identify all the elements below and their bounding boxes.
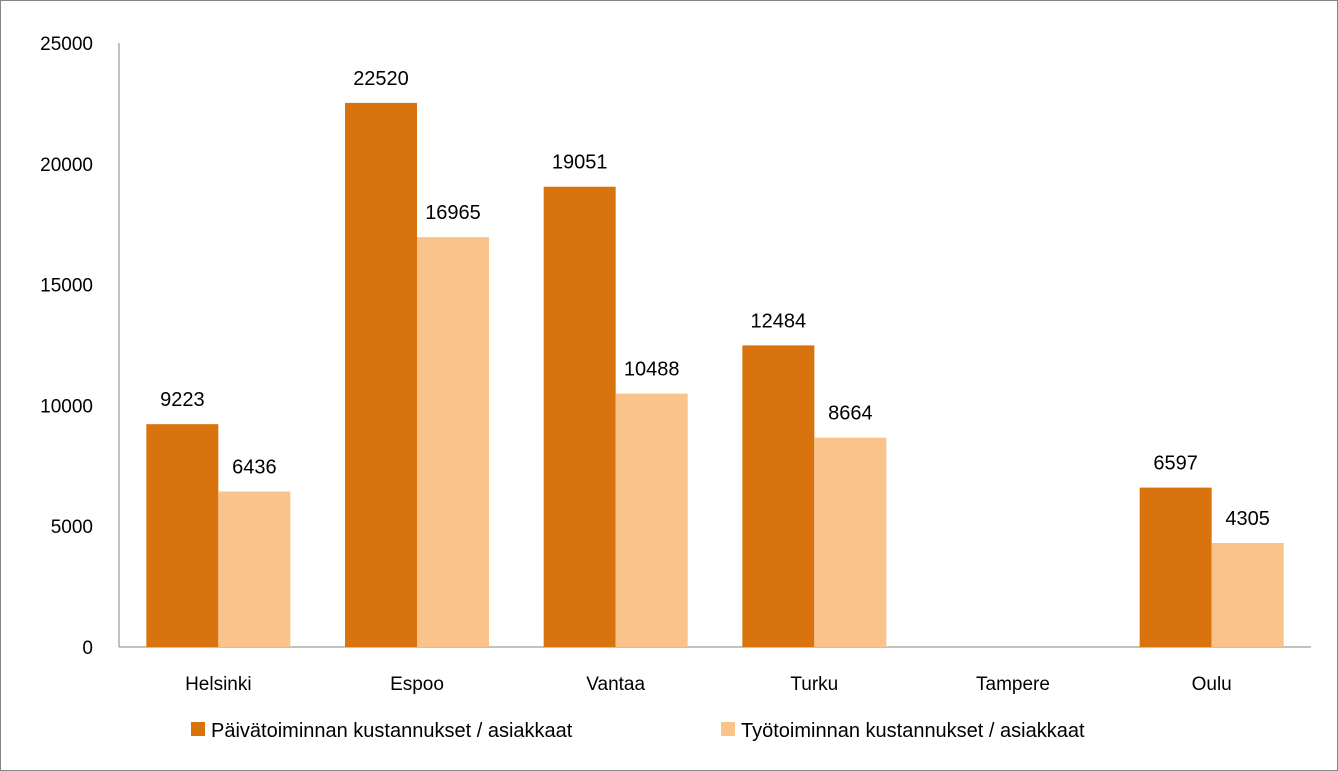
bar	[218, 491, 291, 647]
x-tick-label: Helsinki	[185, 674, 252, 695]
bar	[543, 186, 616, 647]
data-label: 6597	[1153, 453, 1198, 475]
bar	[742, 345, 815, 647]
y-tick-label: 10000	[40, 396, 93, 417]
bar	[146, 424, 219, 647]
y-tick-label: 0	[82, 638, 93, 659]
data-label: 10488	[624, 359, 680, 381]
y-axis: 0 5000 10000 15000 20000 25000	[40, 34, 120, 659]
data-label: 6436	[232, 457, 277, 479]
legend-label: Työtoiminnan kustannukset / asiakkaat	[741, 720, 1085, 742]
y-tick-label: 15000	[40, 276, 93, 297]
x-tick-label: Espoo	[390, 674, 444, 695]
bar	[814, 437, 887, 647]
bar	[615, 393, 688, 647]
x-tick-label: Vantaa	[586, 674, 645, 695]
bars	[146, 102, 1284, 647]
data-label: 22520	[353, 68, 409, 90]
legend-swatch	[721, 722, 735, 736]
bar	[1139, 487, 1212, 647]
bar	[1211, 542, 1284, 647]
bar	[417, 237, 489, 647]
y-tick-label: 5000	[51, 517, 93, 538]
data-label: 16965	[425, 202, 481, 224]
x-tick-label: Tampere	[976, 674, 1050, 695]
x-tick-label: Turku	[790, 674, 838, 695]
data-labels: 9223 6436 22520 16965 19051 10488 12484 8664 659…	[160, 68, 1270, 530]
data-label: 19051	[552, 152, 608, 174]
data-label: 12484	[751, 310, 807, 332]
x-axis: Helsinki Espoo Vantaa Turku Tampere Oulu	[119, 646, 1311, 695]
legend: Päivätoiminnan kustannukset / asiakkaat T…	[191, 720, 1085, 742]
data-label: 9223	[160, 389, 205, 411]
legend-label: Päivätoiminnan kustannukset / asiakkaat	[211, 720, 573, 742]
data-label: 8664	[828, 403, 873, 425]
y-tick-label: 20000	[40, 155, 93, 176]
bar	[345, 102, 417, 647]
x-tick-label: Oulu	[1192, 674, 1232, 695]
y-tick-label: 25000	[40, 34, 93, 55]
data-label: 4305	[1225, 508, 1270, 530]
legend-swatch	[191, 722, 205, 736]
